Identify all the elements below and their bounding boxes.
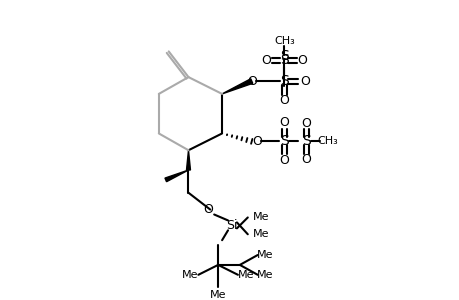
Text: Me: Me	[252, 212, 269, 223]
Text: S: S	[301, 134, 310, 148]
Text: S: S	[280, 74, 288, 88]
Text: O: O	[203, 203, 213, 216]
Polygon shape	[165, 170, 188, 182]
Text: O: O	[297, 54, 307, 67]
Text: S: S	[280, 134, 288, 148]
Text: S: S	[280, 53, 288, 67]
Text: O: O	[246, 75, 256, 88]
Text: Me: Me	[252, 229, 269, 239]
Text: O: O	[251, 135, 261, 148]
Text: O: O	[279, 116, 289, 129]
Text: Me: Me	[257, 250, 273, 260]
Polygon shape	[186, 150, 190, 170]
Text: Me: Me	[237, 270, 253, 280]
Text: Me: Me	[209, 290, 226, 300]
Text: S: S	[280, 49, 288, 63]
Text: Me: Me	[182, 270, 198, 280]
Text: O: O	[301, 153, 310, 166]
Polygon shape	[222, 79, 252, 94]
Text: O: O	[301, 117, 310, 130]
Text: O: O	[300, 75, 309, 88]
Text: O: O	[279, 94, 289, 107]
Text: Me: Me	[257, 270, 273, 280]
Text: CH₃: CH₃	[274, 35, 294, 46]
Text: CH₃: CH₃	[317, 136, 337, 146]
Text: O: O	[261, 54, 271, 67]
Text: Si: Si	[226, 219, 237, 232]
Text: O: O	[279, 154, 289, 166]
